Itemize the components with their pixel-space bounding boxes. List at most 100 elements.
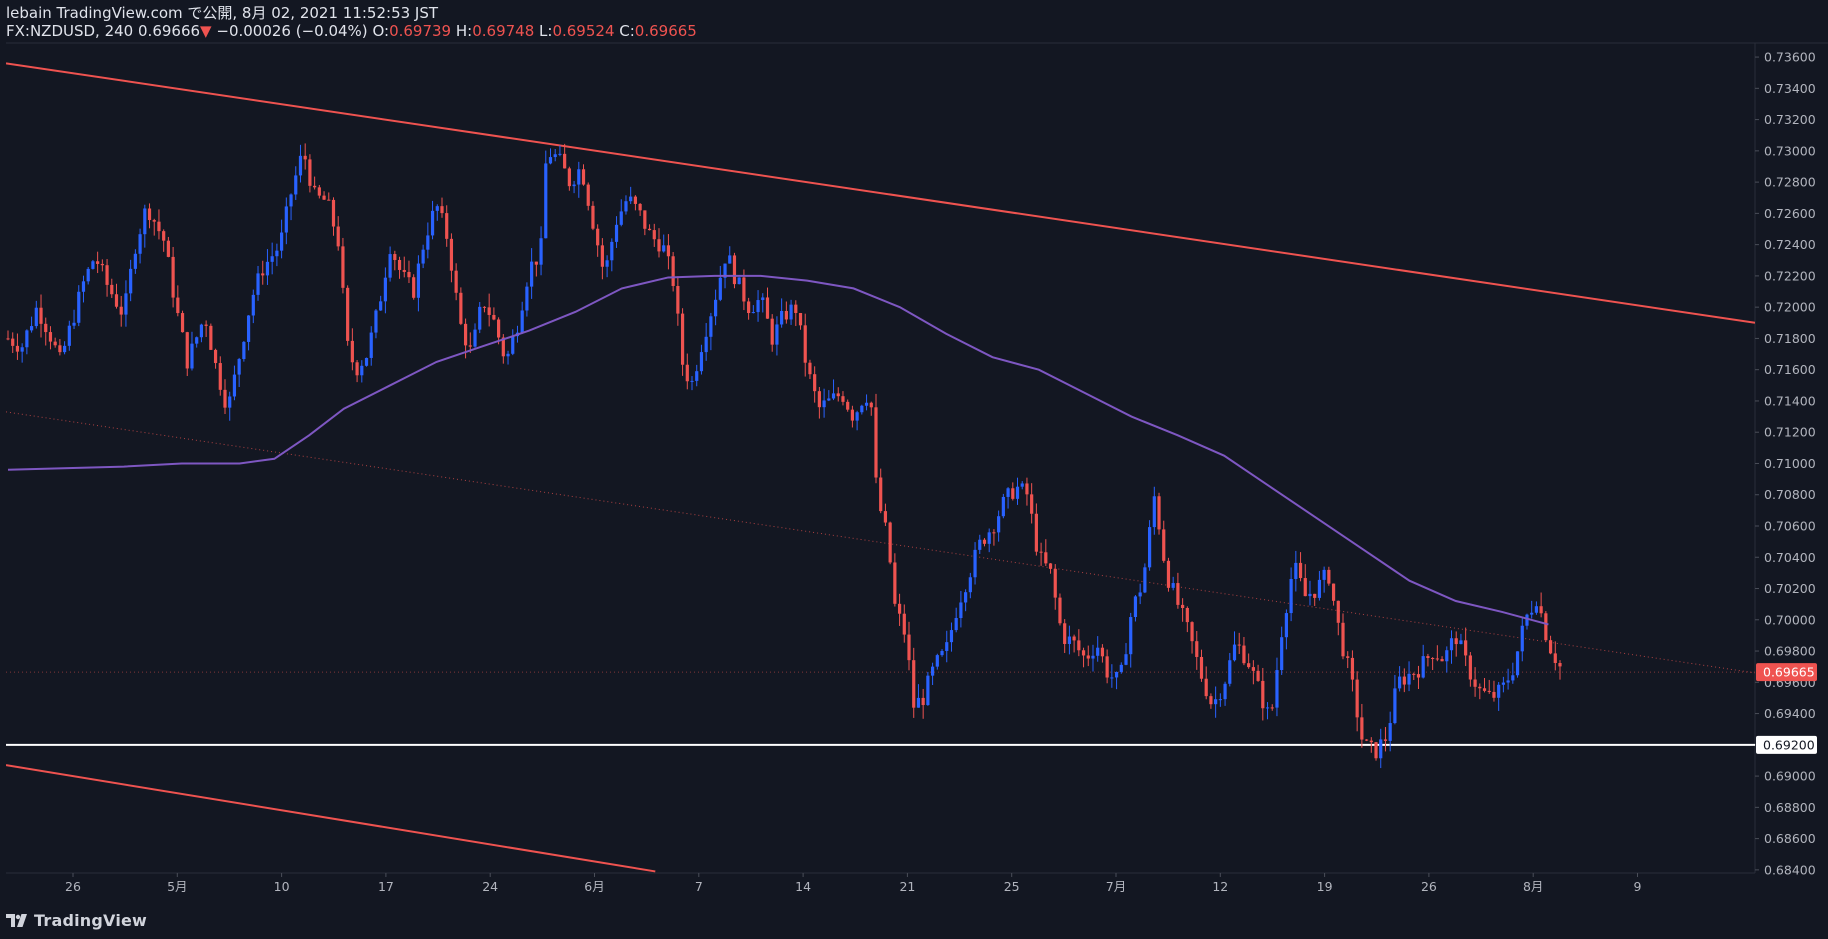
candle-body (846, 401, 850, 410)
candle-body (407, 271, 411, 278)
candle-body (850, 409, 855, 421)
candle-body (567, 168, 571, 187)
candle-body (1152, 496, 1156, 528)
candle-body (586, 184, 590, 206)
candle-body (647, 228, 652, 231)
candle-body (147, 208, 152, 221)
close-label: C: (619, 22, 635, 40)
candle-body (1284, 613, 1288, 638)
candle-body (166, 240, 170, 257)
candle-body (1407, 673, 1411, 685)
candle-body (1360, 717, 1364, 740)
candle-body (864, 402, 869, 406)
candle-body (1402, 676, 1406, 685)
candle-body (836, 393, 840, 397)
candle-body (213, 349, 218, 364)
candle-body (1058, 597, 1062, 624)
trendline-2 (6, 764, 656, 873)
candle-body (1162, 529, 1166, 561)
candle-body (1105, 656, 1109, 678)
candle-body (449, 238, 454, 271)
candle-body (1506, 680, 1510, 683)
trendline-1 (6, 62, 1755, 324)
candle-body (1280, 637, 1284, 671)
candle-body (596, 228, 600, 246)
candle-body (1374, 742, 1378, 759)
publisher-info: lebain TradingView.com で公開, 8月 02, 2021 … (6, 4, 439, 22)
candle-body (1327, 569, 1331, 584)
candle-body (1053, 568, 1057, 598)
candle-body (1081, 650, 1086, 656)
x-tick-label: 26 (1421, 879, 1437, 894)
candle-body (317, 187, 321, 196)
candle-body (1313, 593, 1317, 598)
candle-body (544, 163, 548, 239)
candle-body (280, 232, 284, 251)
candle-body (185, 332, 189, 369)
y-tick-label: 0.71800 (1764, 331, 1816, 346)
candle-body (982, 539, 987, 544)
candle-body (699, 352, 704, 372)
candle-body (86, 268, 90, 282)
candle-body (176, 297, 180, 314)
candle-body (949, 630, 954, 643)
candle-body (794, 304, 798, 313)
tradingview-branding[interactable]: TradingView (6, 908, 147, 932)
x-tick-label: 7月 (1106, 879, 1126, 894)
y-tick-label: 0.70000 (1764, 612, 1816, 627)
candle-body (581, 169, 586, 185)
candle-body (1492, 691, 1496, 698)
candle-body (152, 220, 156, 222)
candle-body (468, 345, 472, 347)
candle-body (1322, 569, 1326, 580)
candle-body (1129, 617, 1133, 655)
candle-body (704, 336, 708, 353)
candle-body (204, 324, 208, 326)
candle-body (265, 261, 270, 276)
candle-body (15, 345, 20, 352)
candle-body (350, 340, 354, 363)
candle-body (1185, 608, 1189, 623)
candle-body (671, 256, 675, 287)
candle-body (860, 405, 864, 413)
x-tick-label: 5月 (167, 879, 187, 894)
candle-body (199, 324, 204, 338)
candle-body (1331, 583, 1336, 601)
candle-body (520, 310, 524, 333)
candle-body (624, 201, 628, 212)
candle-body (563, 153, 567, 169)
candle-body (676, 286, 680, 314)
candle-body (1265, 707, 1270, 709)
candle-body (1379, 739, 1383, 759)
candle-body (1223, 683, 1227, 700)
candle-body (633, 196, 638, 204)
candle-body (765, 297, 770, 319)
candle-body (1195, 641, 1199, 657)
candle-body (548, 157, 553, 164)
candle-body (369, 332, 373, 358)
candle-body (1020, 483, 1024, 487)
candle-body (629, 196, 633, 202)
candle-body (841, 396, 845, 402)
candle-body (129, 268, 133, 294)
trendline-3 (6, 411, 1755, 674)
x-tick-label: 19 (1317, 879, 1333, 894)
symbol-label[interactable]: FX:NZDUSD, 240 (6, 22, 134, 40)
candle-body (713, 299, 718, 317)
candle-body (209, 325, 213, 350)
candle-body (388, 254, 392, 278)
symbol-ohlc-line: FX:NZDUSD, 240 0.69666▼ −0.00026 (−0.04%… (6, 22, 697, 40)
candle-body (1025, 483, 1029, 495)
y-tick-label: 0.72400 (1764, 237, 1816, 252)
candle-body (100, 263, 104, 266)
candle-body (1482, 688, 1487, 691)
candle-body (572, 184, 576, 187)
candle-body (808, 362, 812, 375)
candle-body (1190, 622, 1194, 642)
candle-body (1364, 739, 1369, 741)
candle-body (440, 206, 444, 214)
candle-body (34, 307, 38, 327)
candle-body (916, 697, 921, 708)
candle-body (1539, 606, 1543, 614)
